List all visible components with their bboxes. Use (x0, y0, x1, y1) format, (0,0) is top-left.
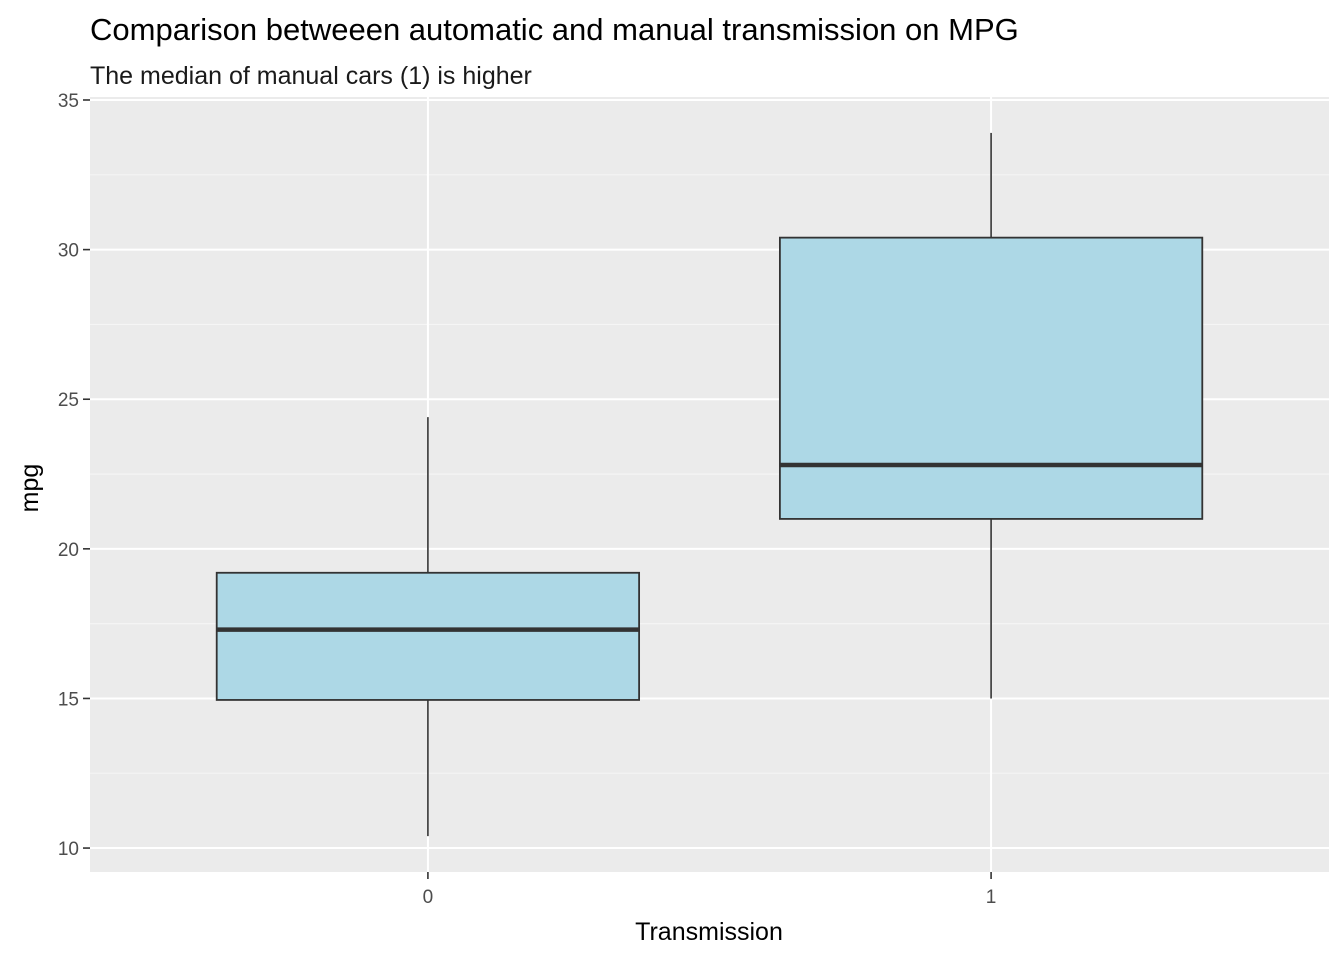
y-tick-label: 15 (58, 689, 79, 710)
y-tick-label: 10 (58, 839, 79, 860)
chart-title: Comparison betweeen automatic and manual… (90, 12, 1019, 47)
boxes-layer (215, 132, 1204, 837)
y-tick-label: 30 (58, 241, 79, 262)
box-iqr (215, 571, 641, 701)
y-tick-label: 20 (58, 540, 79, 561)
x-tick-label: 1 (986, 887, 997, 908)
y-tick-label: 25 (58, 390, 79, 411)
box-1 (778, 132, 1204, 699)
chart-subtitle: The median of manual cars (1) is higher (90, 62, 532, 90)
y-tick-label: 35 (58, 91, 79, 112)
y-axis: 10 15 20 25 30 35 (58, 91, 90, 860)
x-tick-label: 0 (423, 887, 434, 908)
x-axis-title: Transmission (635, 918, 783, 946)
y-axis-title: mpg (16, 464, 44, 513)
box-iqr (778, 236, 1204, 520)
box-0 (215, 417, 641, 837)
